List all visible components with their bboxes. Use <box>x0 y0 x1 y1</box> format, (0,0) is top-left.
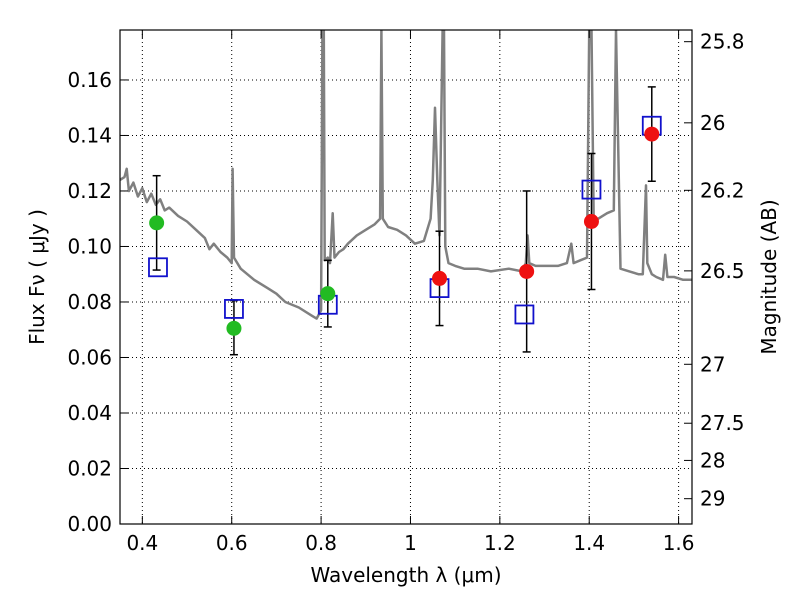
x-tick-label: 0.4 <box>126 531 158 555</box>
observed-point-red <box>519 263 535 279</box>
plot-frame <box>119 29 693 525</box>
y2-tick-label: 26.5 <box>700 259 745 283</box>
x-tick-label: 0.8 <box>305 531 337 555</box>
observed-point-red <box>432 270 448 286</box>
x-axis-label: Wavelength λ (μm) <box>310 563 501 587</box>
model-photometry-square <box>581 179 602 200</box>
ticks: 0.4 0.6 0.8 1 1.2 1.4 1.6 0.00 0.02 0.04 0.06 0.08 0… <box>67 30 744 555</box>
model-photometry-squares <box>148 115 662 325</box>
y2-tick-label: 29 <box>700 487 725 511</box>
y2-tick-label: 27.5 <box>700 411 745 435</box>
grid <box>120 30 692 524</box>
y2-tick-label: 28 <box>700 448 725 472</box>
y2-tick-label: 25.8 <box>700 30 745 54</box>
y-tick-label: 0.08 <box>67 290 112 314</box>
y2-tick-label: 27 <box>700 352 725 376</box>
error-bars <box>152 86 656 356</box>
x-tick-label: 1.2 <box>484 531 516 555</box>
sed-model-line <box>120 30 692 320</box>
x-tick-label: 1 <box>404 531 417 555</box>
observed-point-red <box>583 213 599 229</box>
x-tick-label: 0.6 <box>216 531 248 555</box>
y-axis-label: Flux Fν ( μJy ) <box>25 209 49 345</box>
observed-point-green <box>320 286 336 302</box>
model-photometry-square <box>514 304 535 325</box>
y-tick-label: 0.00 <box>67 512 112 536</box>
y2-tick-label: 26 <box>700 111 725 135</box>
right-y-axis-label: Magnitude (AB) <box>757 199 781 354</box>
y-tick-label: 0.14 <box>67 123 112 147</box>
y-tick-label: 0.04 <box>67 401 112 425</box>
y-tick-label: 0.06 <box>67 345 112 369</box>
y-tick-label: 0.02 <box>67 456 112 480</box>
observed-points <box>149 126 660 336</box>
x-tick-label: 1.4 <box>573 531 605 555</box>
model-photometry-square <box>224 299 244 319</box>
model-photometry-square <box>148 257 168 278</box>
sed-model-layer <box>120 30 692 320</box>
x-tick-label: 1.6 <box>663 531 695 555</box>
y-tick-label: 0.16 <box>67 68 112 92</box>
y-tick-label: 0.10 <box>67 234 112 258</box>
observed-point-red <box>644 126 660 142</box>
observed-point-green <box>226 320 242 336</box>
y-tick-label: 0.12 <box>67 179 112 203</box>
y2-tick-label: 26.2 <box>700 178 745 202</box>
observed-point-green <box>149 215 165 231</box>
